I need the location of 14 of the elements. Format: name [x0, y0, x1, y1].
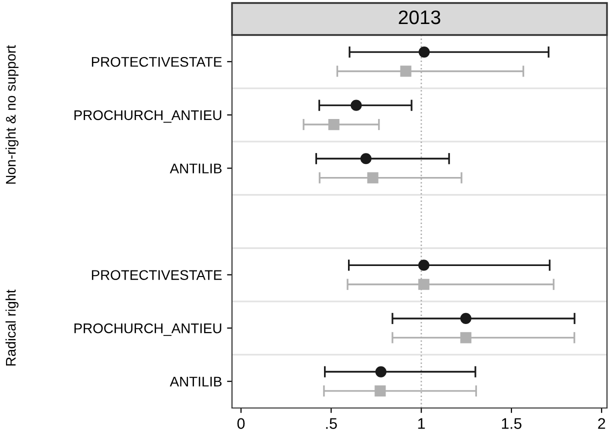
y-tick-label: PROCHURCH_ANTIEU: [74, 110, 222, 123]
y-tick-label: PROTECTIVESTATE: [92, 56, 222, 67]
chart-title: 2013: [398, 10, 440, 24]
y-tick-label: ANTILIB: [170, 376, 222, 386]
x-tick-label: 1.5: [502, 418, 522, 429]
x-tick-label: 2: [598, 418, 606, 429]
y-tick-label: PROCHURCH_ANTIEU: [74, 323, 222, 336]
y-tick-label: ANTILIB: [170, 164, 222, 174]
y-tick-label: PROTECTIVESTATE: [92, 270, 222, 280]
x-tick-label: 1: [418, 418, 425, 429]
text: Non-right & no support: [6, 45, 18, 184]
text: Radical right: [6, 290, 18, 366]
x-tick-label: 0: [237, 418, 245, 429]
x-tick-label: .5: [326, 418, 337, 429]
